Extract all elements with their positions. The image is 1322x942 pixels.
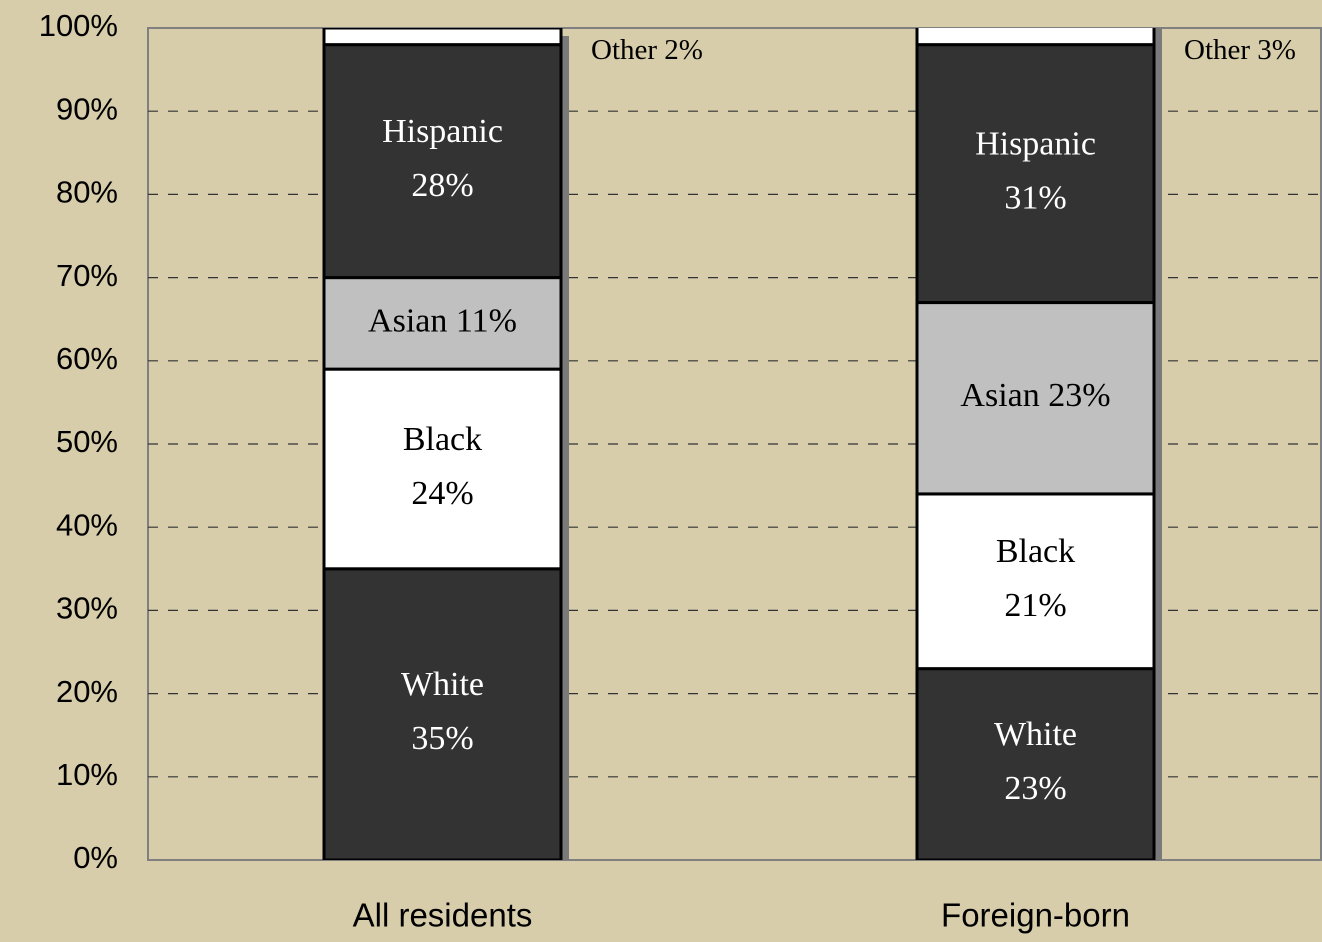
segment-label: 21% [1004,587,1066,624]
labels: 0% 10% 20% 30% 40% 50% 60% 70% 80% 90% 100% All res… [39,8,1296,934]
segment-label: 35% [411,720,473,757]
y-tick-label: 30% [56,591,118,626]
bar-segment [915,492,1156,671]
segment-label: Hispanic [382,113,503,150]
segment-label: 28% [411,167,473,204]
bar-segment [322,276,563,371]
bar-segment [915,28,1156,47]
x-tick-label: All residents [353,897,533,934]
y-tick-label: 20% [56,674,118,709]
y-tick-label: 50% [56,424,118,459]
y-tick-label: 80% [56,175,118,210]
segment-label: Other 2% [591,34,703,66]
segment-label: 31% [1004,179,1066,216]
y-tick-label: 10% [56,757,118,792]
y-tick-label: 100% [39,8,118,43]
bar-segment [915,301,1156,496]
y-tick-label: 70% [56,258,118,293]
y-tick-label: 90% [56,91,118,126]
bar-segment [322,28,563,47]
segment-label: 23% [1004,770,1066,807]
segment-label: Other 3% [1184,34,1296,66]
segment-label-part: 23% [1048,377,1110,414]
y-tick-label: 0% [73,840,118,875]
segment-label-part: Other [591,34,657,66]
segment-label: Black [996,533,1075,570]
y-tick-label: 60% [56,341,118,376]
y-tick-label: 40% [56,507,118,542]
segment-label: Asian 11% [368,302,517,339]
bar-segment [322,43,563,280]
segment-label-part: Asian [960,377,1039,414]
segment-label: Hispanic [975,125,1096,162]
segment-label-part: 3% [1257,34,1296,66]
bar-segment [915,43,1156,305]
segment-label: Black [403,421,482,458]
bar-segment [322,567,563,860]
bar-segment [322,367,563,571]
bar-segment [915,667,1156,860]
segment-label: 24% [411,475,473,512]
segment-label-part: Other [1184,34,1250,66]
segment-label-part: 2% [664,34,703,66]
grid [148,110,1322,778]
segment-label: Asian 23% [960,377,1110,414]
segment-label-part: Asian [368,302,447,339]
segment-label: White [401,666,484,703]
x-tick-label: Foreign-born [941,897,1130,934]
segment-label-part: 11% [456,302,517,339]
bars [322,28,1162,860]
segment-label: White [994,716,1077,753]
